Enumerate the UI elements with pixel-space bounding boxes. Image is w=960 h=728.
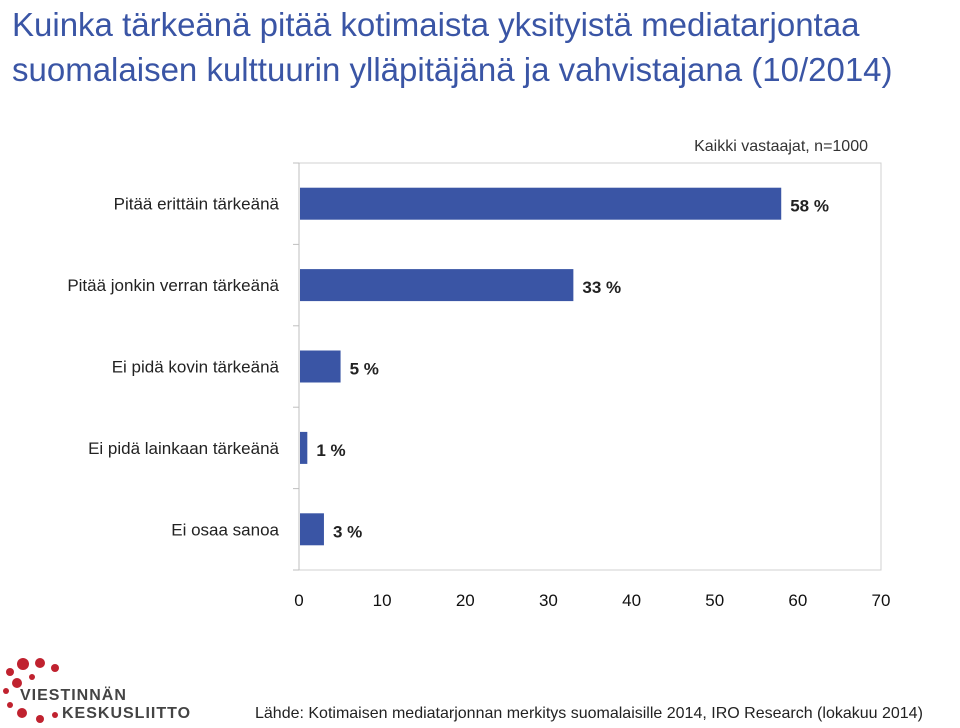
logo-dot-icon (7, 702, 13, 708)
category-label: Pitää erittäin tärkeänä (114, 195, 280, 214)
x-tick-label: 40 (622, 591, 641, 610)
logo-dot-icon (12, 678, 22, 688)
logo-dot-icon (17, 658, 29, 670)
category-label: Ei pidä lainkaan tärkeänä (88, 439, 279, 458)
bar (300, 431, 308, 464)
x-tick-label: 20 (456, 591, 475, 610)
x-tick-label: 50 (705, 591, 724, 610)
value-label: 58 % (790, 197, 829, 216)
bar-chart: Pitää erittäin tärkeänä 58 % Pitää jonkin … (67, 162, 891, 610)
x-tick-label: 70 (872, 591, 891, 610)
source-footer: Lähde: Kotimaisen mediatarjonnan merkity… (255, 705, 923, 722)
value-label: 1 % (316, 441, 345, 460)
plot-area: Pitää erittäin tärkeänä 58 % Pitää jonkin … (67, 162, 891, 610)
category-label: Ei pidä kovin tärkeänä (112, 358, 280, 377)
bar (300, 269, 574, 302)
logo-dot-icon (51, 664, 59, 672)
logo-dot-icon (3, 688, 9, 694)
bar (300, 350, 341, 383)
value-label: 3 % (333, 522, 362, 541)
value-label: 5 % (350, 360, 379, 379)
chart-title: Kuinka tärkeänä pitää kotimaista yksityi… (12, 6, 893, 88)
logo-line2: KESKUSLIITTO (62, 705, 191, 722)
chart-subtitle: Kaikki vastaajat, n=1000 (694, 138, 868, 155)
bar (300, 513, 324, 546)
plot-border (298, 162, 882, 571)
logo-dot-icon (29, 674, 35, 680)
category-label: Pitää jonkin verran tärkeänä (67, 276, 279, 295)
x-tick-label: 60 (788, 591, 807, 610)
category-label: Ei osaa sanoa (171, 520, 279, 539)
logo-dot-icon (17, 708, 27, 718)
logo-line1: VIESTINNÄN (20, 686, 127, 704)
logo-dot-icon (35, 658, 45, 668)
viestinnan-keskusliitto-logo: VIESTINNÄN KESKUSLIITTO (3, 658, 191, 723)
logo-dot-icon (6, 668, 14, 676)
logo-dot-icon (36, 715, 44, 723)
logo-dot-icon (52, 712, 58, 718)
x-tick-label: 30 (539, 591, 558, 610)
bar (300, 187, 782, 220)
x-tick-label: 10 (373, 591, 392, 610)
x-tick-label: 0 (294, 591, 303, 610)
value-label: 33 % (582, 278, 621, 297)
